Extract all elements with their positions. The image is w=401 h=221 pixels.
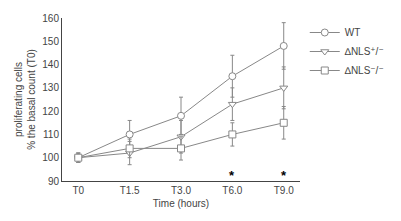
svg-text:*: *: [229, 168, 235, 183]
svg-text:130: 130: [42, 82, 59, 93]
svg-text:140: 140: [42, 59, 59, 70]
svg-text:*: *: [281, 168, 287, 183]
svg-text:proliferating cells% the basal: proliferating cells% the basal count (T0…: [13, 49, 37, 150]
svg-text:T6.0: T6.0: [222, 185, 242, 196]
svg-text:100: 100: [42, 152, 59, 163]
svg-text:∆NLS⁺/⁻: ∆NLS⁺/⁻: [345, 46, 384, 57]
svg-text:150: 150: [42, 36, 59, 47]
svg-text:∆NLS⁻/⁻: ∆NLS⁻/⁻: [345, 65, 384, 76]
svg-text:T3.0: T3.0: [171, 185, 191, 196]
svg-text:T1.5: T1.5: [120, 185, 140, 196]
svg-text:WT: WT: [345, 27, 361, 38]
svg-text:Time (hours): Time (hours): [153, 198, 209, 209]
svg-text:T0: T0: [72, 185, 84, 196]
svg-text:90: 90: [48, 176, 60, 187]
svg-text:120: 120: [42, 106, 59, 117]
svg-text:T9.0: T9.0: [274, 185, 294, 196]
svg-text:110: 110: [43, 129, 59, 140]
svg-text:160: 160: [42, 13, 59, 24]
